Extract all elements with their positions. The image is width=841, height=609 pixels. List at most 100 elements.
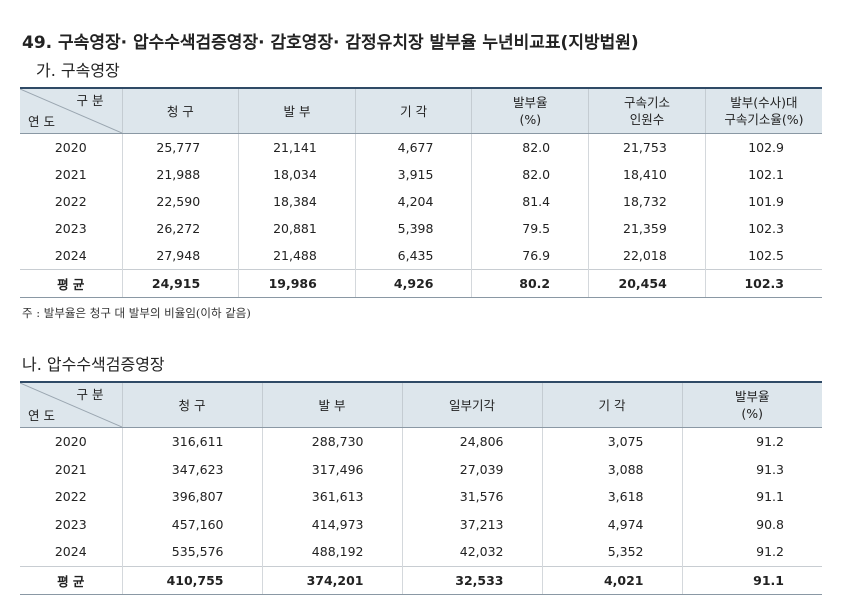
header-line: 청 구 bbox=[178, 397, 206, 413]
column-header: 청 구 bbox=[121, 381, 262, 428]
cell: 288,730 bbox=[261, 427, 402, 456]
header-line: 청 구 bbox=[166, 103, 194, 119]
header-line: 발 부 bbox=[283, 103, 311, 119]
header-line: 기 각 bbox=[598, 397, 626, 413]
cell: 80.2 bbox=[471, 269, 589, 298]
row-label: 2024 bbox=[54, 248, 87, 263]
data-row: 2024 535,576 488,192 42,032 5,352 91.2 bbox=[20, 538, 822, 566]
column-header: 기 각 bbox=[354, 87, 472, 134]
cell: 81.4 bbox=[471, 188, 589, 215]
header-line: (%) bbox=[741, 406, 764, 421]
header-line: 발부(수사)대 bbox=[730, 95, 798, 110]
data-row: 평 균 410,755 374,201 32,533 4,021 91.1 bbox=[20, 565, 822, 595]
header-line: 구속기소 bbox=[623, 95, 670, 110]
column-header: 발부율 (%) bbox=[681, 381, 822, 428]
row-label: 2022 bbox=[54, 489, 87, 505]
row-label: 평 균 bbox=[20, 269, 122, 298]
cell: 24,915 bbox=[121, 269, 239, 298]
cell: 3,088 bbox=[541, 455, 682, 483]
cell: 6,435 bbox=[354, 242, 472, 270]
column-header: 구속기소 인원수 bbox=[588, 87, 706, 134]
note: 주 : 발부율은 청구 대 발부의 비율임(이하 같음) bbox=[22, 306, 251, 320]
diagonal bbox=[20, 383, 122, 427]
cell: 5,352 bbox=[541, 538, 682, 566]
cell: 21,988 bbox=[121, 161, 239, 188]
cell: 410,755 bbox=[121, 565, 262, 595]
cell: 3,075 bbox=[541, 427, 682, 456]
cell: 5,398 bbox=[354, 215, 472, 242]
column-header: 발부율 (%) bbox=[471, 87, 589, 134]
cell: 20,454 bbox=[588, 269, 706, 298]
row-label: 2023 bbox=[54, 221, 87, 236]
cell: 21,753 bbox=[588, 133, 706, 161]
cell: 102.5 bbox=[704, 242, 822, 270]
row-label: 2020 bbox=[54, 140, 87, 155]
header-line: 일부기각 bbox=[448, 397, 495, 413]
cell: 18,732 bbox=[588, 188, 706, 215]
section-heading: 나. 압수수색검증영장 bbox=[22, 355, 165, 374]
cell: 457,160 bbox=[121, 510, 262, 538]
cell: 3,915 bbox=[354, 161, 472, 188]
cell: 91.2 bbox=[681, 538, 822, 566]
cell: 91.2 bbox=[681, 427, 822, 456]
cell: 317,496 bbox=[261, 455, 402, 483]
data-row: 2020 25,777 21,141 4,677 82.0 21,753 102.9 bbox=[20, 133, 822, 161]
cell: 22,590 bbox=[121, 188, 239, 215]
cell: 102.9 bbox=[704, 133, 822, 161]
cell: 101.9 bbox=[704, 188, 822, 215]
cell: 91.1 bbox=[681, 565, 822, 595]
page-title: 49. 구속영장· 압수수색검증영장· 감호영장· 감정유치장 발부율 누년비교… bbox=[22, 33, 639, 53]
row-label: 2020 bbox=[54, 434, 87, 450]
cell: 4,677 bbox=[354, 133, 472, 161]
cell: 316,611 bbox=[121, 427, 262, 456]
row-label: 2023 bbox=[54, 516, 87, 532]
cell: 21,359 bbox=[588, 215, 706, 242]
data-row: 2021 21,988 18,034 3,915 82.0 18,410 102.1 bbox=[20, 161, 822, 188]
data-row: 2022 22,590 18,384 4,204 81.4 18,732 101.9 bbox=[20, 188, 822, 215]
column-header: 기 각 bbox=[541, 381, 682, 428]
header-line: 발부율 bbox=[734, 389, 770, 404]
column-header: 발 부 bbox=[238, 87, 356, 134]
cell: 27,948 bbox=[121, 242, 239, 270]
cell: 18,410 bbox=[588, 161, 706, 188]
data-row: 2023 457,160 414,973 37,213 4,974 90.8 bbox=[20, 510, 822, 538]
cell: 18,034 bbox=[238, 161, 356, 188]
diagonal bbox=[20, 89, 122, 133]
header-line: 발 부 bbox=[318, 397, 346, 413]
cell: 21,488 bbox=[238, 242, 356, 270]
cell: 24,806 bbox=[401, 427, 542, 456]
diagonal-line bbox=[20, 383, 122, 427]
corner-bottom: 연 도 bbox=[28, 408, 55, 423]
cell: 347,623 bbox=[121, 455, 262, 483]
corner-top: 구 분 bbox=[76, 387, 104, 402]
cell: 91.3 bbox=[681, 455, 822, 483]
cell: 37,213 bbox=[401, 510, 542, 538]
cell: 76.9 bbox=[471, 242, 589, 270]
column-header: 발부(수사)대 구속기소율(%) bbox=[704, 87, 822, 134]
row-label: 2021 bbox=[54, 461, 87, 477]
section-heading: 가. 구속영장 bbox=[36, 61, 120, 80]
cell: 4,926 bbox=[354, 269, 472, 298]
cell: 4,974 bbox=[541, 510, 682, 538]
data-row: 2024 27,948 21,488 6,435 76.9 22,018 102.5 bbox=[20, 242, 822, 270]
corner-bottom: 연 도 bbox=[28, 114, 55, 129]
data-row: 평 균 24,915 19,986 4,926 80.2 20,454 102.3 bbox=[20, 269, 822, 298]
cell: 20,881 bbox=[238, 215, 356, 242]
column-header: 청 구 bbox=[121, 87, 239, 134]
header-line: 기 각 bbox=[400, 103, 428, 119]
cell: 25,777 bbox=[121, 133, 239, 161]
cell: 102.3 bbox=[704, 215, 822, 242]
cell: 90.8 bbox=[681, 510, 822, 538]
data-row: 2020 316,611 288,730 24,806 3,075 91.2 bbox=[20, 427, 822, 456]
row-label: 2024 bbox=[54, 544, 87, 560]
row-label: 2021 bbox=[54, 167, 87, 182]
row-label: 2022 bbox=[54, 194, 87, 209]
cell: 82.0 bbox=[471, 161, 589, 188]
cell: 32,533 bbox=[401, 565, 542, 595]
